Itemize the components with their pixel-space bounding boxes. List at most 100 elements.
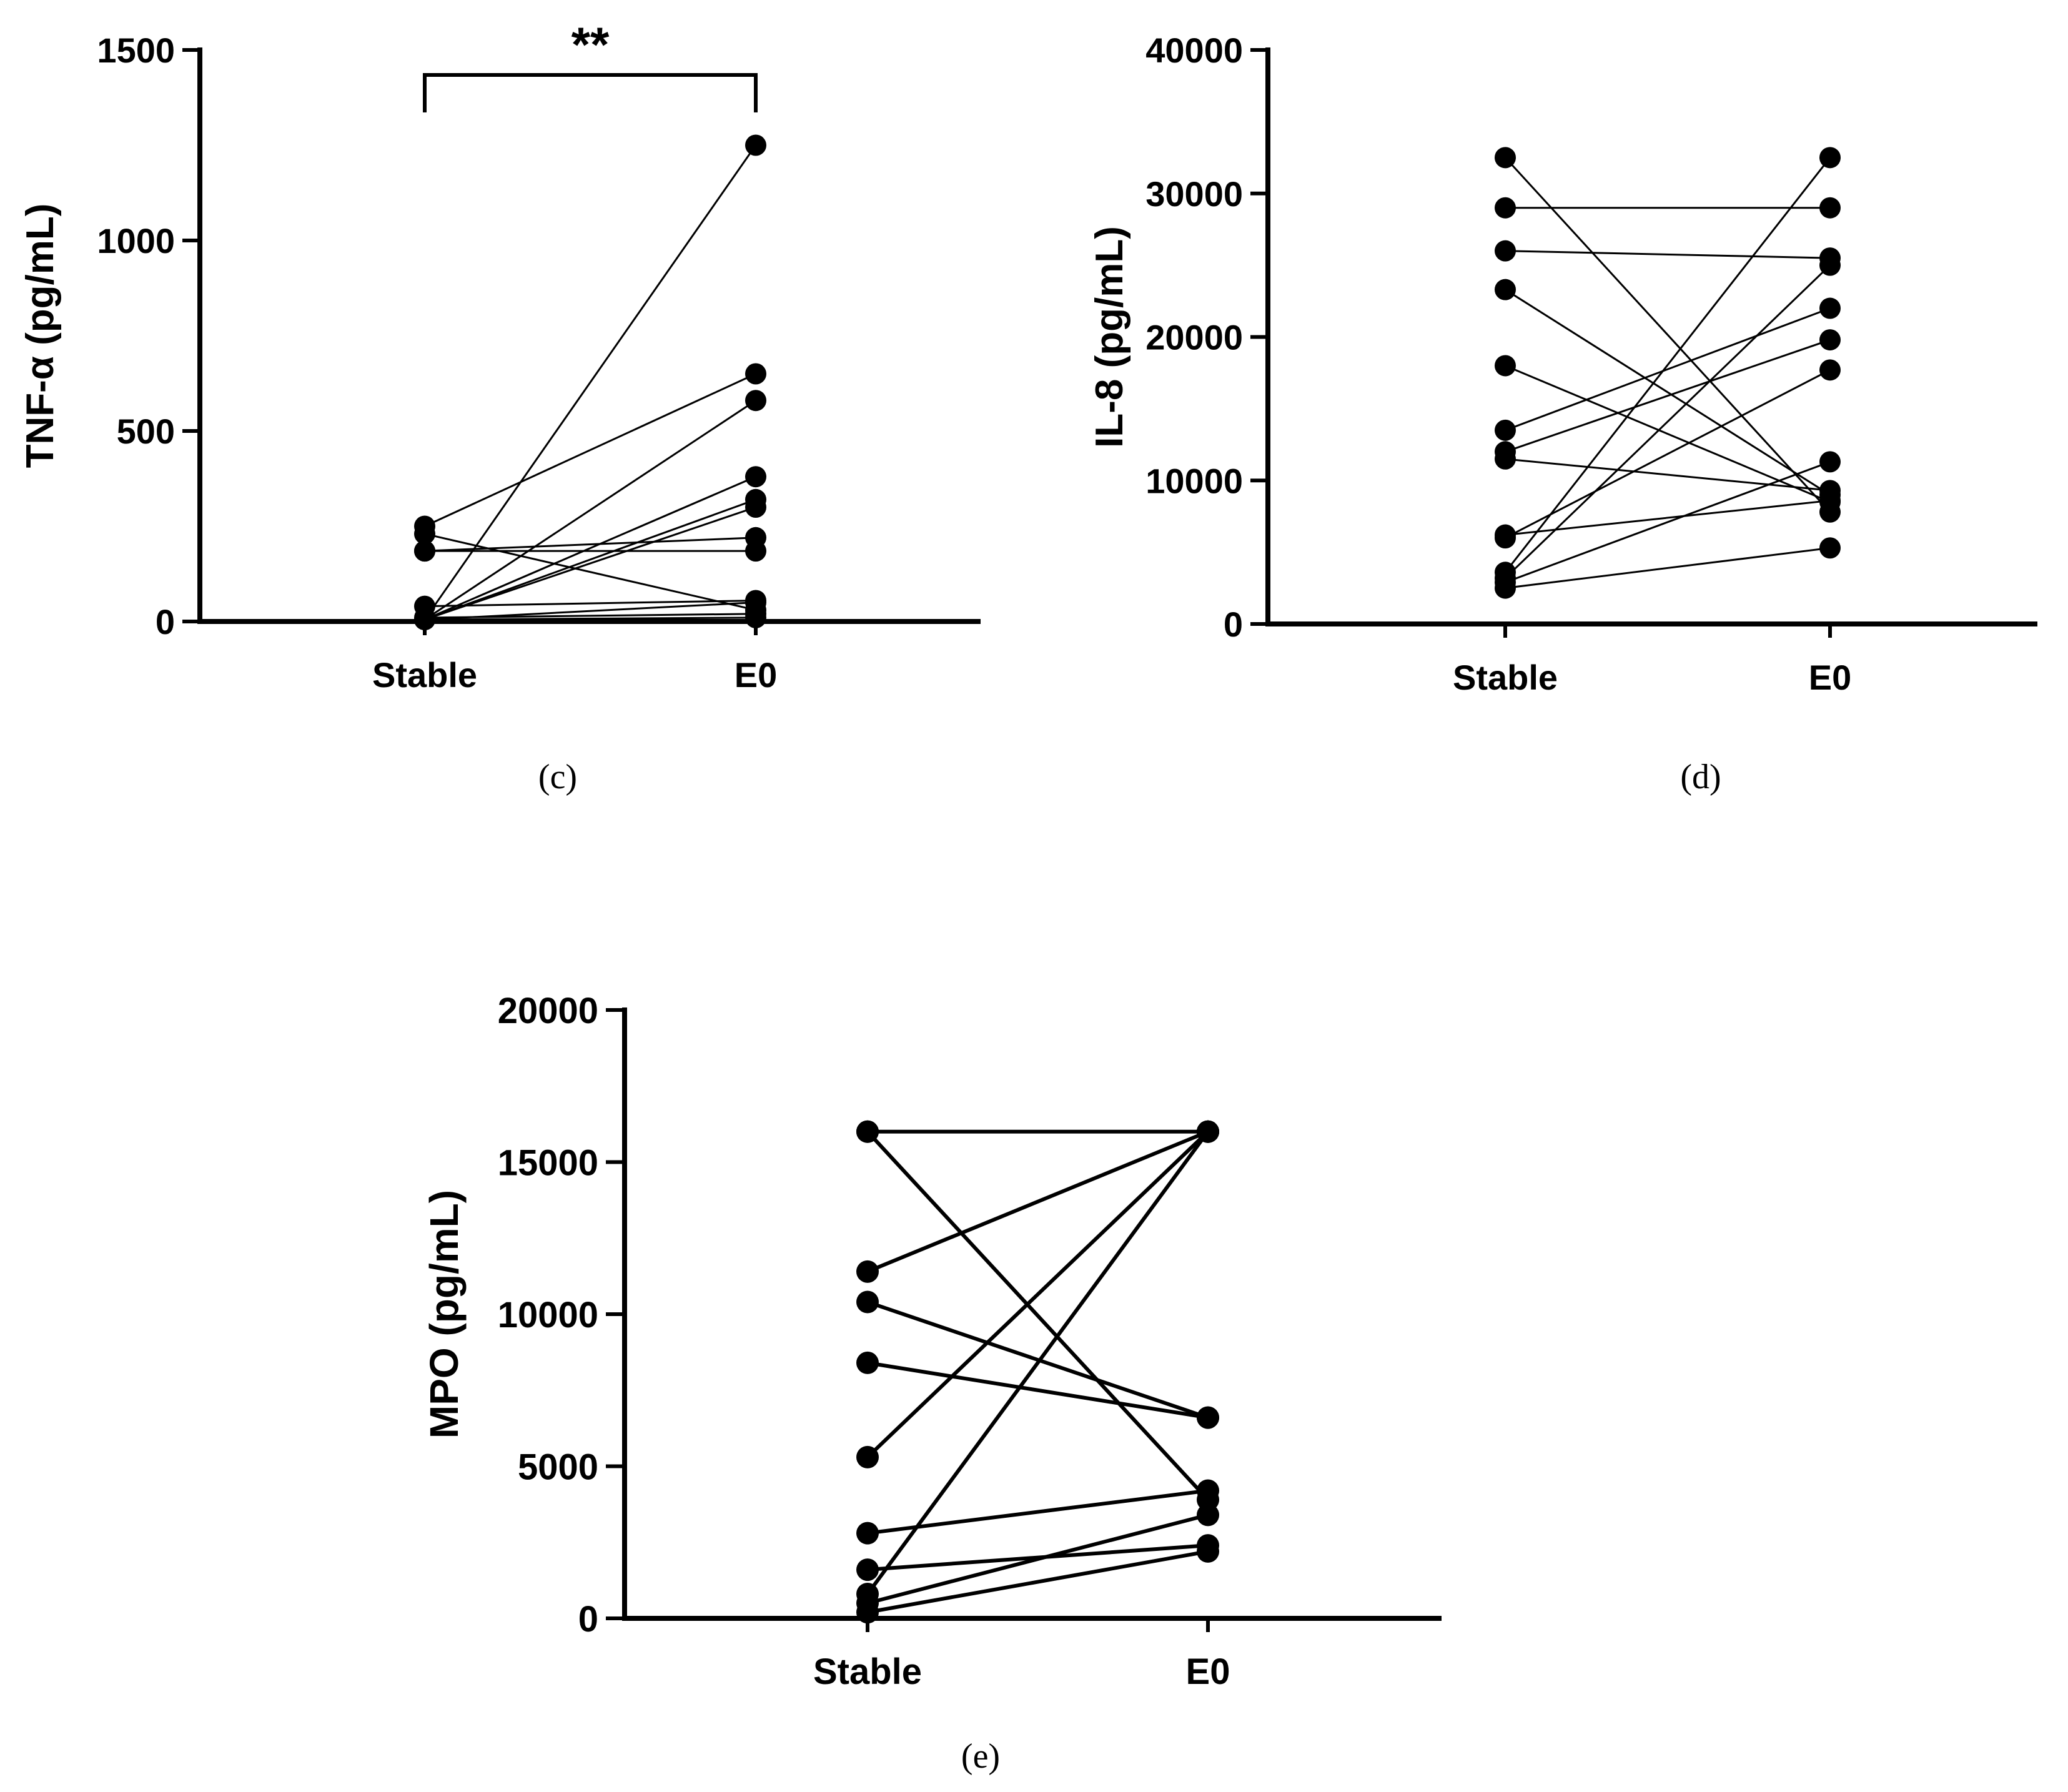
x-tick-label: Stable [813,1651,922,1692]
data-point-stable [1495,448,1516,470]
data-point-stable [1495,355,1516,377]
data-point-stable [1495,419,1516,441]
pair-line [1505,458,1831,492]
y-tick-label: 0 [156,602,175,641]
data-point-e0 [1197,1406,1219,1429]
data-point-e0 [1819,254,1841,276]
significance-bracket [423,73,758,112]
pair-line [424,475,756,621]
pair-line [424,373,756,527]
data-point-stable [1495,279,1516,300]
pair-line [424,498,756,621]
pair-line [866,1130,1210,1502]
y-tick-label: 10000 [1145,461,1243,500]
pair-line [424,613,756,619]
y-axis-title: IL-8 (pg/mL) [1088,226,1131,448]
x-tick-label: E0 [1809,658,1852,697]
data-point-e0 [1819,197,1841,219]
data-point-stable [856,1445,879,1468]
data-point-e0 [745,466,766,488]
chart-panel-e: 0 5000 10000 15000 20000 Stable E0 MPO (pg/mL) (… [422,991,1442,1776]
panel-caption: (d) [1680,758,1721,796]
y-tick-label: 500 [117,412,175,451]
pair-line [423,144,757,620]
data-point-e0 [1197,1540,1219,1563]
pair-line [424,533,756,611]
pair-line [1505,460,1831,583]
pair-line [1505,499,1831,537]
y-tick-label: 20000 [1145,318,1243,357]
y-tick-label: 1000 [97,221,175,260]
data-point-stable [414,540,435,562]
pair-line [866,1130,1210,1459]
y-tick-label: 20000 [498,991,598,1031]
pair-line [424,599,756,608]
pair-line [867,1360,1209,1420]
x-tick-label: Stable [1453,658,1558,697]
data-point-e0 [745,540,766,562]
pair-line [1504,264,1831,579]
data-point-stable [414,608,435,630]
data-point-e0 [745,390,766,412]
x-tick-label: Stable [372,655,477,695]
chart-panel-d: 0 10000 20000 30000 40000 Stable E0 IL-8 (pg/mL… [1088,31,2037,796]
panel-caption: (c) [538,758,577,796]
data-point-e0 [1819,329,1841,351]
data-point-stable [856,1522,879,1545]
data-point-e0 [1819,359,1841,381]
data-point-e0 [1197,1503,1219,1527]
data-point-e0 [745,363,766,385]
data-point-e0 [745,497,766,518]
pair-line [866,1130,1209,1274]
chart-panel-c: 0 500 1000 1500 Stable E0 TNF-α (pg/mL) ** (c) [19,17,981,796]
y-tick-label: 0 [578,1599,598,1640]
pair-line [1505,250,1831,259]
data-point-stable [856,1120,879,1143]
data-point-stable [1495,527,1516,549]
y-tick-label: 5000 [518,1447,598,1487]
y-axis-title: TNF-α (pg/mL) [19,204,62,468]
y-tick-label: 1500 [97,31,175,70]
data-point-stable [1495,197,1516,219]
x-tick-label: E0 [1186,1651,1230,1692]
pair-line [867,1513,1209,1605]
data-point-stable [1495,147,1516,169]
y-tick-label: 15000 [498,1142,598,1183]
y-tick-label: 0 [1224,605,1243,644]
y-tick-label: 10000 [498,1295,598,1335]
pair-line [867,1549,1209,1615]
data-point-e0 [1819,297,1841,319]
data-point-stable [1495,577,1516,599]
data-point-stable [856,1558,879,1582]
significance-label: ** [571,17,610,72]
panel-caption: (e) [961,1737,1000,1776]
pair-line [867,1488,1209,1535]
pair-line [424,616,756,621]
pair-line [1505,547,1831,590]
pair-line [424,506,756,621]
data-point-e0 [1197,1479,1219,1502]
pair-line [1504,157,1831,513]
pair-line [866,1131,1210,1595]
data-point-stable [856,1290,879,1314]
pair-line [1505,339,1831,453]
data-point-stable [856,1351,879,1374]
pair-line [1504,157,1831,573]
pair-line [424,399,756,621]
data-point-stable [856,1601,879,1624]
pair-line [1505,307,1831,432]
pair-line [1505,289,1831,496]
pair-line [1505,365,1831,503]
data-point-stable [1495,240,1516,262]
data-point-e0 [745,606,766,628]
y-axis-title: MPO (pg/mL) [422,1190,467,1438]
data-point-e0 [745,134,766,156]
x-tick-label: E0 [735,655,778,695]
data-point-e0 [1819,451,1841,473]
data-point-stable [856,1260,879,1283]
y-tick-label: 40000 [1145,31,1243,70]
y-tick-label: 30000 [1145,174,1243,214]
data-point-e0 [1197,1120,1219,1143]
data-point-e0 [1819,147,1841,169]
